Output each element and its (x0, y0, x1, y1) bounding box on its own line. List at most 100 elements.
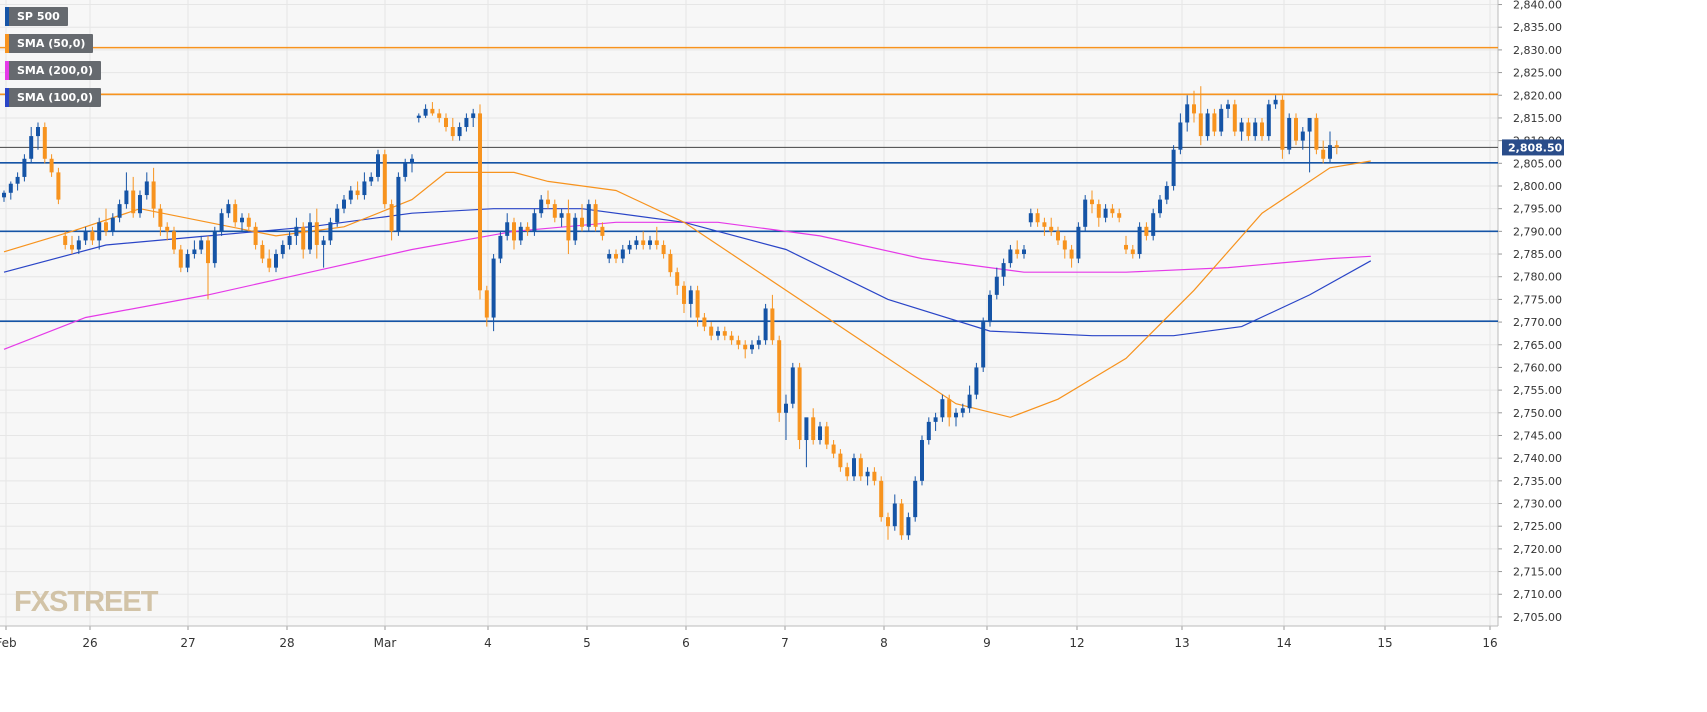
candle (600, 222, 605, 241)
candle-body (444, 117, 448, 128)
candle (620, 244, 625, 264)
candle (301, 222, 306, 259)
candle-body (471, 113, 476, 118)
candle-body (1083, 199, 1088, 227)
y-tick-label: 2,725.00 (1513, 520, 1562, 533)
y-tick-label: 2,760.00 (1513, 361, 1562, 374)
candle (1198, 86, 1203, 146)
legend-item-sma50[interactable]: SMA (50,0) (5, 34, 94, 53)
candle-body (586, 204, 591, 227)
candle-body (688, 290, 693, 304)
candle (532, 208, 537, 236)
candle-body (1028, 213, 1033, 223)
candle-body (784, 403, 788, 413)
candle-body (1239, 122, 1244, 132)
candle-body (974, 367, 979, 395)
candle-body (743, 344, 748, 350)
legend-label-sma50: SMA (50,0) (17, 37, 86, 50)
candle (743, 340, 748, 359)
candle (287, 231, 292, 250)
candle-body (838, 453, 843, 468)
legend-item-sma100[interactable]: SMA (100,0) (5, 88, 102, 107)
candle-body (110, 217, 115, 232)
candle (974, 362, 979, 400)
candle-body (1062, 240, 1067, 250)
candle-body (879, 480, 884, 518)
candle (505, 213, 510, 241)
candle (702, 313, 707, 332)
y-tick-label: 2,815.00 (1513, 112, 1562, 125)
candle (1001, 258, 1006, 286)
candle-body (831, 444, 836, 454)
x-tick-label: 7 (781, 636, 789, 650)
candle (886, 512, 890, 540)
candle-body (1321, 149, 1326, 159)
candle (1164, 181, 1169, 205)
candle (852, 453, 856, 481)
candle (348, 185, 353, 205)
candle (1090, 190, 1094, 214)
candle (947, 394, 952, 427)
candle (906, 512, 911, 540)
candle (56, 167, 61, 205)
legend-item-sma200[interactable]: SMA (200,0) (5, 61, 102, 80)
candle (709, 322, 714, 341)
candle-body (138, 195, 142, 214)
candle-body (1328, 145, 1332, 159)
candle-body (1124, 244, 1128, 250)
candle (831, 440, 836, 459)
candle-body (1117, 213, 1122, 218)
y-tick-label: 2,735.00 (1513, 475, 1562, 488)
candle-body (280, 244, 285, 255)
candle-body (342, 199, 346, 209)
candle-body (1266, 104, 1271, 137)
candle-body (1137, 226, 1142, 255)
candle (178, 244, 183, 273)
candle (661, 240, 666, 259)
candle (22, 154, 27, 182)
candle (498, 231, 503, 264)
candle (342, 195, 346, 214)
candle-body (314, 222, 319, 245)
candle-body (260, 244, 265, 259)
candle (981, 317, 986, 372)
y-tick-label: 2,835.00 (1513, 21, 1562, 34)
candle (763, 303, 768, 345)
candle (450, 117, 455, 141)
candle (83, 226, 88, 245)
candle (641, 231, 646, 250)
candle (76, 235, 81, 255)
candle-body (1130, 249, 1135, 255)
candle-body (729, 335, 734, 341)
y-tick-label: 2,805.00 (1513, 157, 1562, 170)
candle (491, 254, 496, 332)
candle (1212, 108, 1217, 137)
candle (892, 494, 897, 531)
candle (124, 172, 129, 209)
candle-body (1219, 108, 1224, 132)
candle (328, 217, 333, 245)
y-tick-label: 2,770.00 (1513, 316, 1562, 329)
y-tick-label: 2,780.00 (1513, 271, 1562, 284)
candle (1076, 222, 1081, 264)
candle-body (702, 317, 707, 327)
candle-body (22, 158, 27, 177)
candle-body (362, 181, 367, 196)
candle (206, 235, 210, 300)
candle-body (607, 254, 612, 259)
candle (110, 213, 115, 236)
candle-body (1280, 99, 1285, 150)
candle-body (926, 421, 931, 441)
candle (1294, 113, 1298, 146)
candle (1103, 204, 1108, 223)
candle (1246, 117, 1251, 141)
candle-body (559, 213, 564, 218)
candle-body (464, 117, 469, 128)
candle-body (920, 440, 924, 481)
legend-item-sp500[interactable]: SP 500 (5, 7, 68, 26)
candle-body (2, 192, 6, 198)
candle (784, 394, 788, 441)
candle (954, 408, 958, 427)
candle-body (886, 517, 890, 527)
